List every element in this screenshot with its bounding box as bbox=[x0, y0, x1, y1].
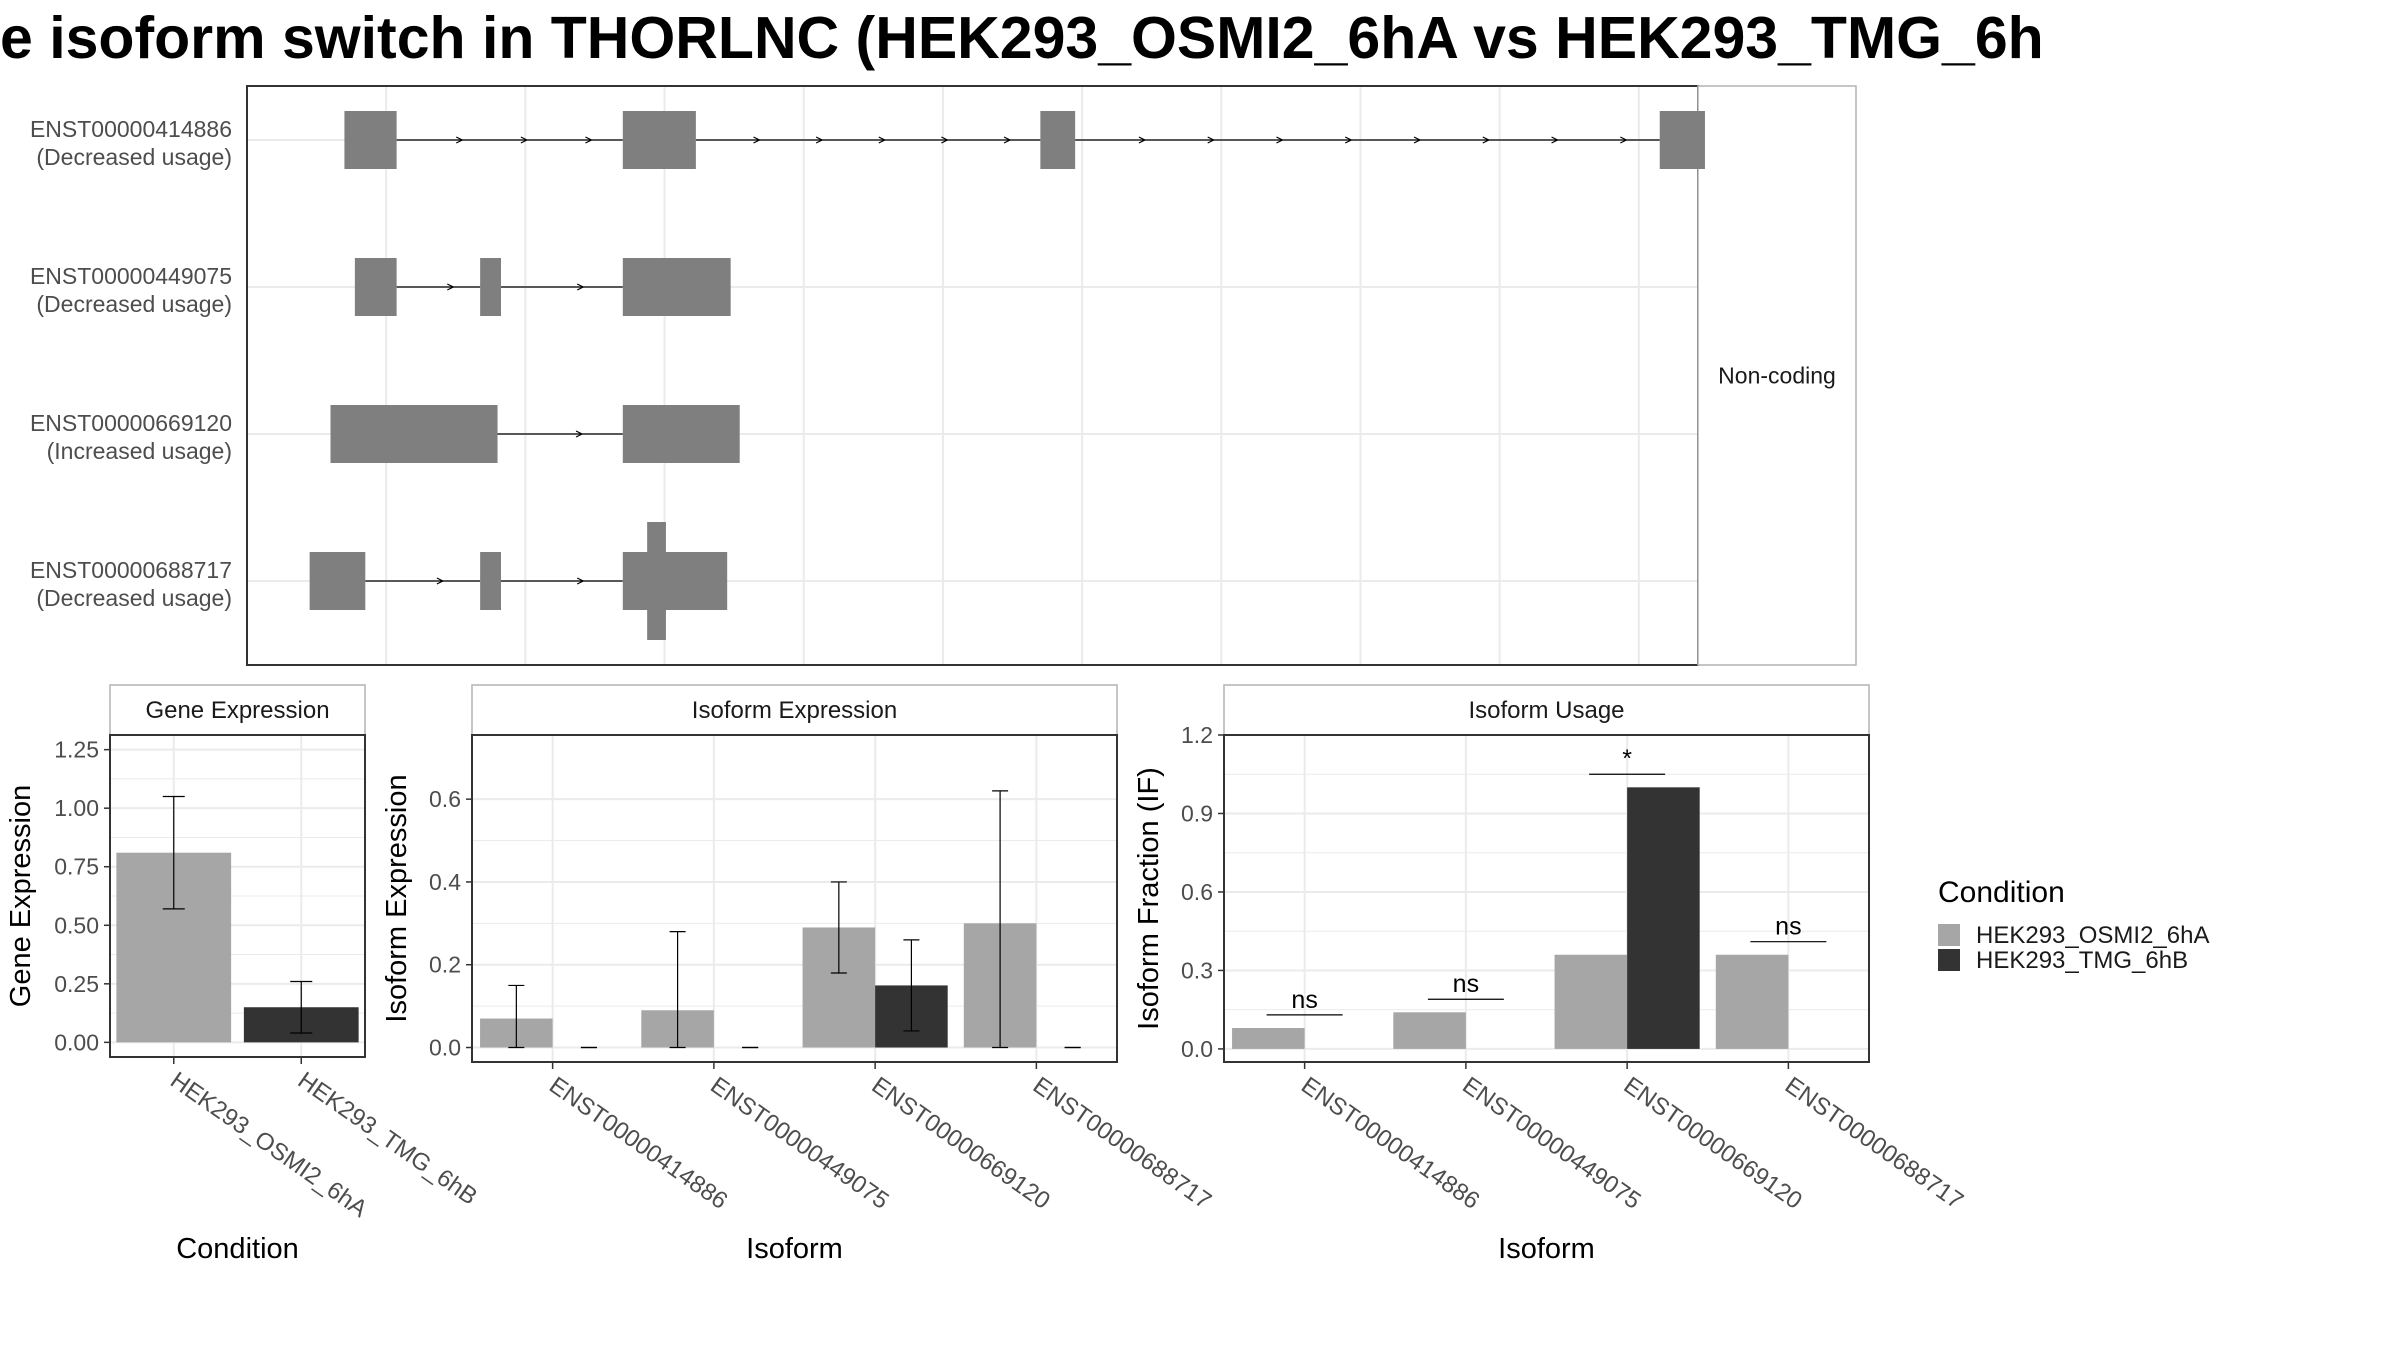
y-tick-label: 0.00 bbox=[54, 1029, 99, 1055]
y-axis-title: Isoform Fraction (IF) bbox=[1133, 767, 1165, 1030]
intron-direction-arrow bbox=[1413, 136, 1422, 144]
figure-title: e isoform switch in THORLNC (HEK293_OSMI… bbox=[0, 5, 2044, 71]
bar bbox=[1554, 954, 1628, 1049]
y-tick-label: 1.00 bbox=[54, 795, 99, 821]
y-tick-label: 0.0 bbox=[1181, 1036, 1213, 1062]
facet-strip-top bbox=[1223, 684, 1870, 736]
y-tick-label: 0.50 bbox=[54, 912, 99, 938]
bar bbox=[1393, 1012, 1466, 1049]
intron-direction-arrow bbox=[878, 136, 887, 144]
significance-label: ns bbox=[1291, 986, 1317, 1014]
legend-swatch bbox=[1938, 949, 1960, 971]
intron-direction-arrow bbox=[1551, 136, 1559, 144]
bar bbox=[1715, 954, 1789, 1049]
intron-direction-arrow bbox=[447, 283, 455, 291]
panel-border bbox=[471, 734, 1118, 1063]
y-tick-label: 0.0 bbox=[429, 1035, 461, 1061]
y-tick-label: 0.25 bbox=[54, 971, 99, 997]
exon-block bbox=[480, 258, 502, 316]
intron-direction-arrow bbox=[941, 136, 949, 144]
legend-swatch bbox=[1938, 924, 1960, 946]
legend-title: Condition bbox=[1938, 876, 2065, 909]
y-tick-label: 0.4 bbox=[429, 869, 461, 895]
transcript-usage-label: (Increased usage) bbox=[47, 438, 232, 464]
significance-label: ns bbox=[1775, 913, 1801, 941]
legend-entry-label: HEK293_OSMI2_6hA bbox=[1976, 922, 2209, 949]
intron-direction-arrow bbox=[575, 430, 584, 438]
facet-strip-top bbox=[109, 684, 366, 736]
intron-direction-arrow bbox=[436, 577, 445, 585]
significance-label: * bbox=[1622, 745, 1632, 773]
panel-border bbox=[1223, 734, 1870, 1063]
intron-direction-arrow bbox=[1276, 136, 1284, 144]
intron-direction-arrow bbox=[576, 283, 585, 291]
exon-block bbox=[309, 552, 366, 610]
intron-direction-arrow bbox=[1207, 136, 1216, 144]
y-tick-label: 0.6 bbox=[1181, 879, 1213, 905]
intron-direction-arrow bbox=[455, 136, 464, 144]
y-tick-label: 1.25 bbox=[54, 737, 99, 763]
intron-direction-arrow bbox=[520, 136, 529, 144]
facet-strip-top bbox=[471, 684, 1118, 736]
intron-direction-arrow bbox=[1003, 136, 1012, 144]
intron-direction-arrow bbox=[1482, 136, 1491, 144]
y-tick-label: 0.75 bbox=[54, 854, 99, 880]
panel-border bbox=[109, 734, 366, 1058]
facet-strip-label: Isoform Usage bbox=[1468, 697, 1624, 724]
intron-direction-arrow bbox=[1620, 136, 1628, 144]
significance-label: ns bbox=[1453, 970, 1479, 998]
exon-block bbox=[344, 111, 397, 169]
exon-block bbox=[480, 552, 502, 610]
y-tick-label: 0.3 bbox=[1181, 957, 1213, 983]
transcript-id-label: ENST00000449075 bbox=[30, 263, 232, 289]
exon-block bbox=[1040, 111, 1076, 169]
structure-plot-area bbox=[247, 86, 1698, 665]
exon-block bbox=[622, 111, 696, 169]
transcript-id-label: ENST00000669120 bbox=[30, 410, 232, 436]
y-tick-label: 0.2 bbox=[429, 952, 461, 978]
y-axis-title: Gene Expression bbox=[5, 785, 37, 1007]
exon-block bbox=[330, 405, 498, 463]
exon-block bbox=[622, 552, 728, 610]
intron-direction-arrow bbox=[1344, 136, 1353, 144]
x-axis-title: Isoform bbox=[746, 1233, 843, 1265]
intron-direction-arrow bbox=[1138, 136, 1147, 144]
transcript-id-label: ENST00000688717 bbox=[30, 557, 232, 583]
bar bbox=[1232, 1027, 1305, 1049]
y-tick-label: 1.2 bbox=[1181, 722, 1213, 748]
intron-direction-arrow bbox=[585, 136, 593, 144]
facet-strip-label: Non-coding bbox=[1718, 363, 1836, 389]
y-tick-label: 0.6 bbox=[429, 786, 461, 812]
y-axis-title: Isoform Expression bbox=[381, 774, 413, 1022]
transcript-usage-label: (Decreased usage) bbox=[36, 291, 232, 317]
x-axis-title: Condition bbox=[176, 1233, 299, 1265]
exon-block bbox=[354, 258, 397, 316]
x-axis-title: Isoform bbox=[1498, 1233, 1595, 1265]
intron-direction-arrow bbox=[753, 136, 761, 144]
facet-strip-label: Isoform Expression bbox=[692, 697, 897, 724]
coding-region-block bbox=[647, 522, 666, 640]
intron-direction-arrow bbox=[815, 136, 824, 144]
intron-direction-arrow bbox=[576, 577, 585, 585]
exon-block bbox=[622, 405, 740, 463]
transcript-usage-label: (Decreased usage) bbox=[36, 144, 232, 170]
transcript-usage-label: (Decreased usage) bbox=[36, 585, 232, 611]
y-tick-label: 0.9 bbox=[1181, 800, 1213, 826]
bar bbox=[1627, 787, 1700, 1049]
facet-strip-label: Gene Expression bbox=[145, 697, 329, 724]
transcript-id-label: ENST00000414886 bbox=[30, 116, 232, 142]
exon-block bbox=[1659, 111, 1705, 169]
legend-entry-label: HEK293_TMG_6hB bbox=[1976, 947, 2188, 974]
exon-block bbox=[622, 258, 731, 316]
facet-strip-right bbox=[1697, 85, 1857, 666]
